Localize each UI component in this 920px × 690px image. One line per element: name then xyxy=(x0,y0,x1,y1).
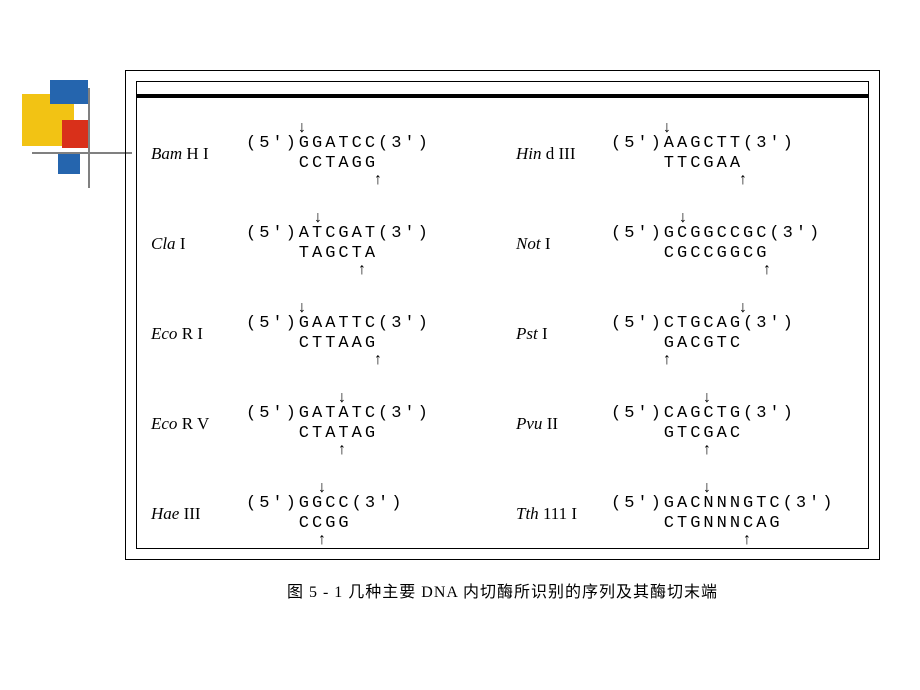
enzyme-name: Cla I xyxy=(151,234,246,254)
cut-arrow-top-icon: ↓ xyxy=(663,120,674,136)
cut-arrow-top-icon: ↓ xyxy=(314,210,325,226)
cut-arrow-top-icon: ↓ xyxy=(318,480,329,496)
figure: Bam H I↓(5')GGATCC(3') CCTAGG↑Cla I↓(5')… xyxy=(125,58,885,598)
cut-arrow-bottom-icon: ↑ xyxy=(663,352,674,368)
cut-arrow-bottom-icon: ↑ xyxy=(739,172,750,188)
cut-arrow-bottom-icon: ↑ xyxy=(358,262,369,278)
cut-arrow-bottom-icon: ↑ xyxy=(374,172,385,188)
cut-arrow-bottom-icon: ↑ xyxy=(374,352,385,368)
sequence-top-strand: (5')CAGCTG(3') xyxy=(611,404,796,424)
sequence-block: ↓(5')GACNNNGTC(3') CTGNNNCAG↑ xyxy=(611,494,835,534)
enzyme-name: Not I xyxy=(516,234,611,254)
sequence-block: ↓(5')CAGCTG(3') GTCGAC↑ xyxy=(611,404,796,444)
logo-shape xyxy=(58,152,80,174)
sequence-bottom-strand: CGCCGGCG xyxy=(611,244,822,264)
cut-arrow-top-icon: ↓ xyxy=(703,480,714,496)
enzyme-name: Eco R I xyxy=(151,324,246,344)
sequence-top-strand: (5')GCGGCCGC(3') xyxy=(611,224,822,244)
cut-arrow-bottom-icon: ↑ xyxy=(318,532,329,548)
sequence-top-strand: (5')AAGCTT(3') xyxy=(611,134,796,154)
enzyme-row: Not I↓(5')GCGGCCGC(3') CGCCGGCG↑ xyxy=(516,201,861,287)
sequence-block: ↓(5')AAGCTT(3') TTCGAA↑ xyxy=(611,134,796,174)
cut-arrow-top-icon: ↓ xyxy=(703,390,714,406)
enzyme-row: Hae III↓(5')GGCC(3') CCGG↑ xyxy=(151,471,506,557)
figure-outer-border: Bam H I↓(5')GGATCC(3') CCTAGG↑Cla I↓(5')… xyxy=(125,70,880,560)
sequence-block: ↓(5')GCGGCCGC(3') CGCCGGCG↑ xyxy=(611,224,822,264)
logo-line xyxy=(88,88,90,188)
enzyme-name: Pvu II xyxy=(516,414,611,434)
cut-arrow-top-icon: ↓ xyxy=(338,390,349,406)
sequence-block: ↓(5')GAATTC(3') CTTAAG↑ xyxy=(246,314,431,354)
cut-arrow-top-icon: ↓ xyxy=(739,300,750,316)
logo-line xyxy=(32,152,132,154)
enzyme-column-left: Bam H I↓(5')GGATCC(3') CCTAGG↑Cla I↓(5')… xyxy=(151,111,506,561)
sequence-top-strand: (5')CTGCAG(3') xyxy=(611,314,796,334)
sequence-block: ↓(5')CTGCAG(3') GACGTC↑ xyxy=(611,314,796,354)
enzyme-name: Hin d III xyxy=(516,144,611,164)
cut-arrow-bottom-icon: ↑ xyxy=(703,442,714,458)
sequence-block: ↓(5')GGATCC(3') CCTAGG↑ xyxy=(246,134,431,174)
sequence-top-strand: (5')GACNNNGTC(3') xyxy=(611,494,835,514)
enzyme-name: Bam H I xyxy=(151,144,246,164)
cut-arrow-top-icon: ↓ xyxy=(298,120,309,136)
cut-arrow-top-icon: ↓ xyxy=(298,300,309,316)
enzyme-row: Eco R V↓(5')GATATC(3') CTATAG↑ xyxy=(151,381,506,467)
enzyme-row: Pst I↓(5')CTGCAG(3') GACGTC↑ xyxy=(516,291,861,377)
sequence-top-strand: (5')GATATC(3') xyxy=(246,404,431,424)
cut-arrow-bottom-icon: ↑ xyxy=(743,532,754,548)
logo-shape xyxy=(50,80,88,104)
sequence-top-strand: (5')GGCC(3') xyxy=(246,494,404,514)
enzyme-row: Bam H I↓(5')GGATCC(3') CCTAGG↑ xyxy=(151,111,506,197)
sequence-top-strand: (5')GAATTC(3') xyxy=(246,314,431,334)
sequence-top-strand: (5')GGATCC(3') xyxy=(246,134,431,154)
cut-arrow-bottom-icon: ↑ xyxy=(763,262,774,278)
sequence-bottom-strand: TAGCTA xyxy=(246,244,431,264)
enzyme-name: Tth 111 I xyxy=(516,504,611,524)
enzyme-row: Eco R I↓(5')GAATTC(3') CTTAAG↑ xyxy=(151,291,506,377)
cut-arrow-bottom-icon: ↑ xyxy=(338,442,349,458)
logo-shape xyxy=(62,120,90,148)
sequence-top-strand: (5')ATCGAT(3') xyxy=(246,224,431,244)
sequence-bottom-strand: CTGNNNCAG xyxy=(611,514,835,534)
sequence-block: ↓(5')ATCGAT(3') TAGCTA↑ xyxy=(246,224,431,264)
sequence-bottom-strand: GACGTC xyxy=(611,334,796,354)
enzyme-column-right: Hin d III↓(5')AAGCTT(3') TTCGAA↑Not I↓(5… xyxy=(516,111,861,561)
slide-logo xyxy=(18,80,133,195)
sequence-bottom-strand: TTCGAA xyxy=(611,154,796,174)
sequence-block: ↓(5')GATATC(3') CTATAG↑ xyxy=(246,404,431,444)
sequence-block: ↓(5')GGCC(3') CCGG↑ xyxy=(246,494,404,534)
sequence-bottom-strand: CTTAAG xyxy=(246,334,431,354)
sequence-bottom-strand: CCTAGG xyxy=(246,154,431,174)
figure-caption: 图 5 - 1 几种主要 DNA 内切酶所识别的序列及其酶切末端 xyxy=(125,578,880,602)
cut-arrow-top-icon: ↓ xyxy=(679,210,690,226)
figure-top-rule xyxy=(137,94,868,98)
enzyme-name: Hae III xyxy=(151,504,246,524)
enzyme-name: Eco R V xyxy=(151,414,246,434)
enzyme-row: Cla I↓(5')ATCGAT(3') TAGCTA↑ xyxy=(151,201,506,287)
enzyme-row: Pvu II↓(5')CAGCTG(3') GTCGAC↑ xyxy=(516,381,861,467)
enzyme-row: Tth 111 I↓(5')GACNNNGTC(3') CTGNNNCAG↑ xyxy=(516,471,861,557)
enzyme-row: Hin d III↓(5')AAGCTT(3') TTCGAA↑ xyxy=(516,111,861,197)
enzyme-name: Pst I xyxy=(516,324,611,344)
